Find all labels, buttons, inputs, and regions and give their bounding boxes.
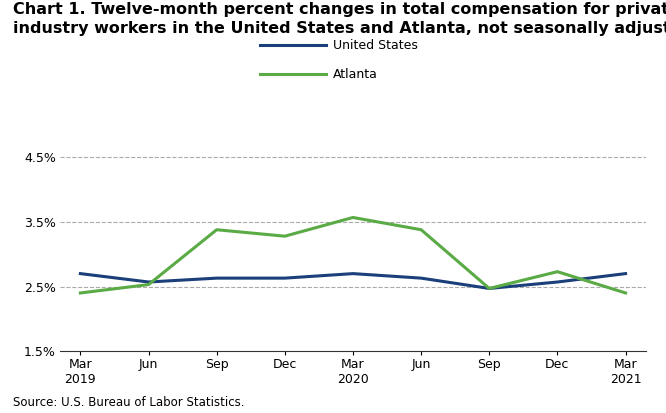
Text: Source: U.S. Bureau of Labor Statistics.: Source: U.S. Bureau of Labor Statistics. — [13, 396, 245, 409]
Text: Atlanta: Atlanta — [333, 68, 378, 81]
Text: United States: United States — [333, 39, 418, 52]
Text: Chart 1. Twelve-month percent changes in total compensation for private
industry: Chart 1. Twelve-month percent changes in… — [13, 2, 666, 36]
